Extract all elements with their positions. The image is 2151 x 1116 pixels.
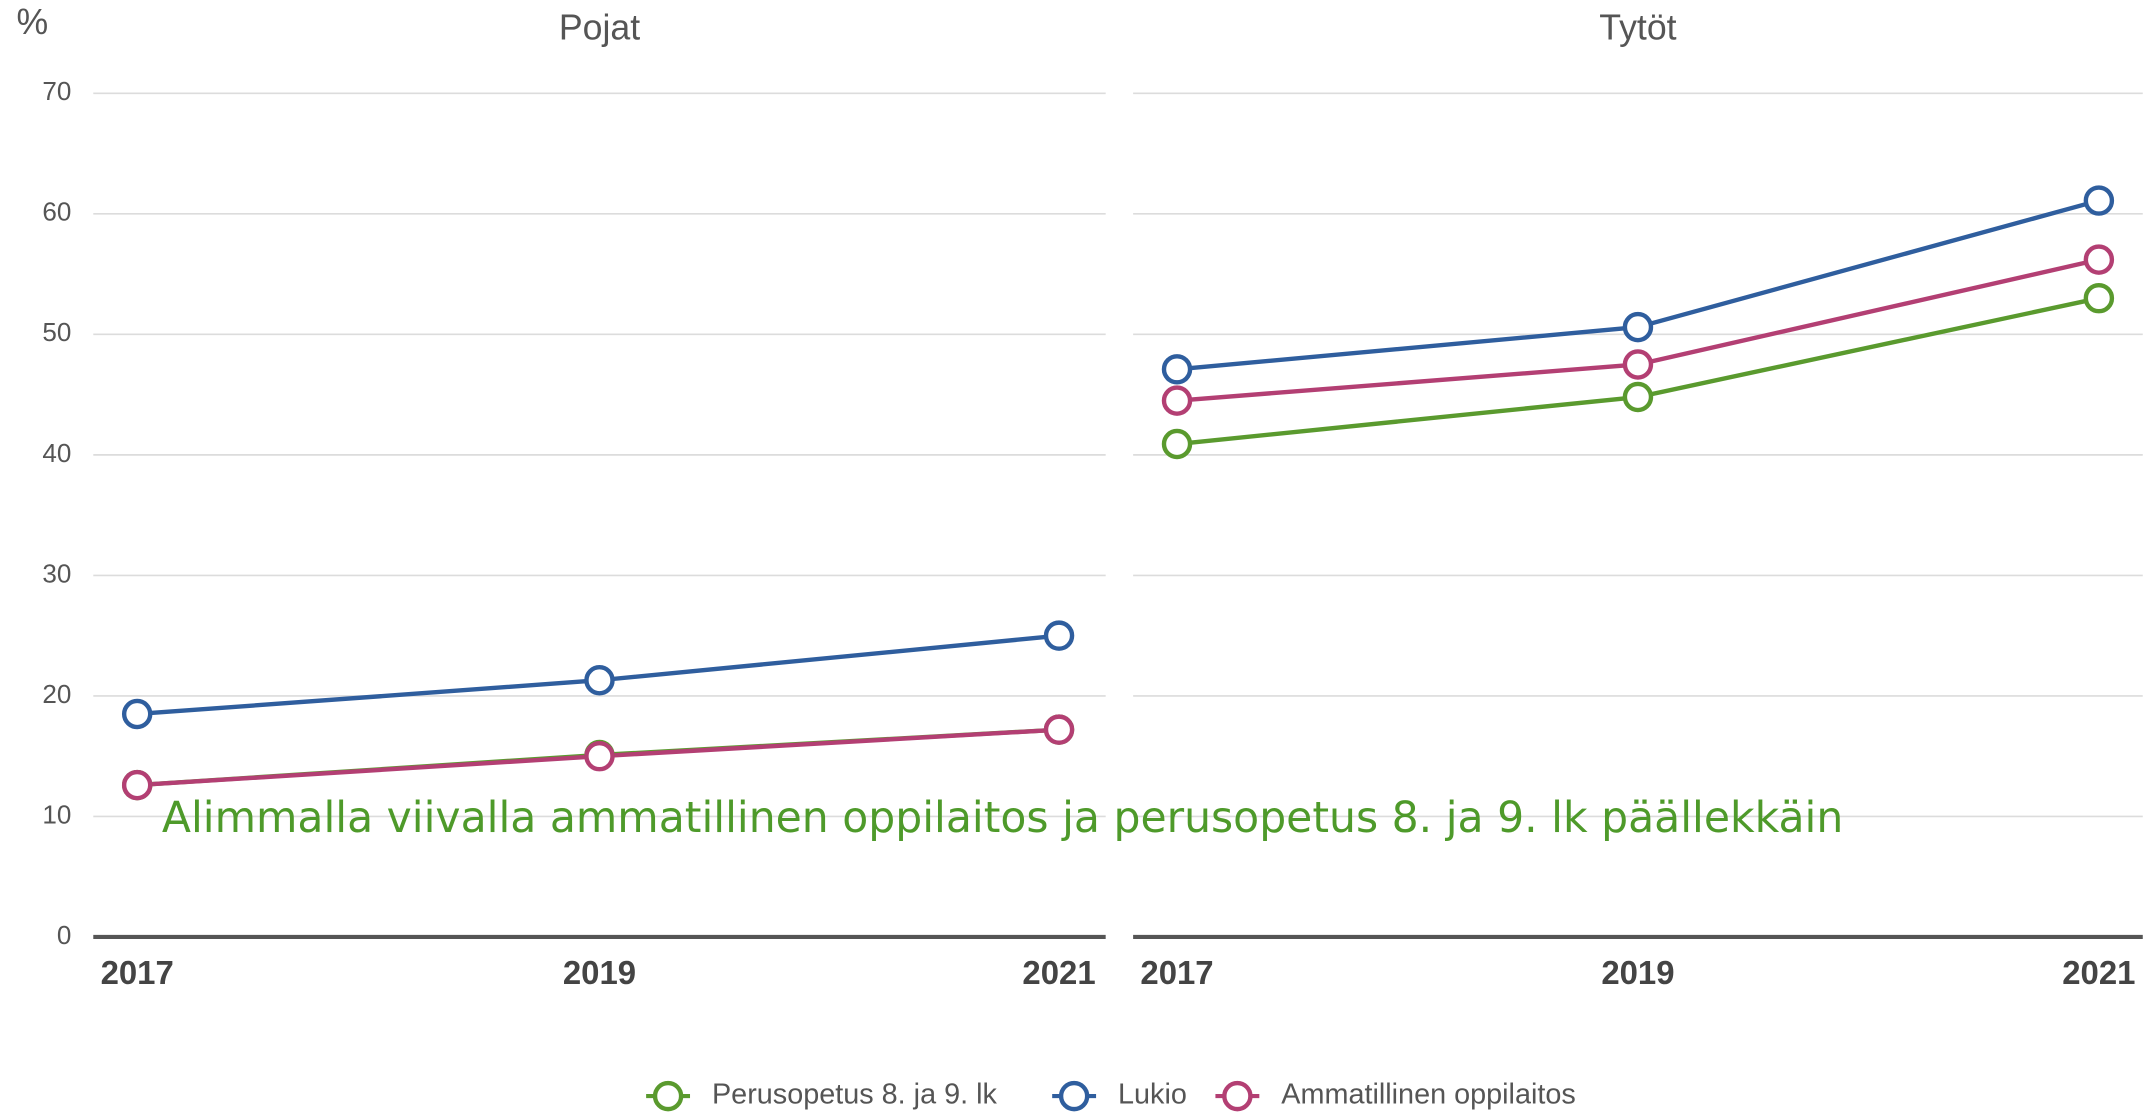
y-tick-label: 0 xyxy=(57,920,72,950)
series-line xyxy=(1176,198,2100,372)
legend-label: Lukio xyxy=(1118,1079,1187,1111)
x-tick-label: 2019 xyxy=(563,954,636,991)
point-marker xyxy=(2083,282,2115,314)
point-marker xyxy=(1622,311,1654,343)
legend-marker xyxy=(1058,1080,1090,1112)
point-marker xyxy=(2083,244,2115,275)
point-marker xyxy=(1622,381,1654,413)
x-tick-label: 2017 xyxy=(101,954,174,991)
annotation: Alimmalla viivalla ammatillinen oppilait… xyxy=(162,794,1843,843)
panel-title: Pojat xyxy=(559,8,640,48)
y-tick-label: 20 xyxy=(42,679,71,709)
point-marker xyxy=(1161,354,1193,385)
legend-marker xyxy=(1222,1080,1253,1112)
point-marker xyxy=(1622,349,1654,380)
x-tick-label: 2021 xyxy=(2062,954,2135,991)
point-marker xyxy=(1043,714,1075,745)
markers-layer xyxy=(121,185,2115,801)
legend-label: Ammatillinen oppilaitos xyxy=(1281,1079,1576,1111)
legend-marker xyxy=(652,1080,684,1112)
y-tick-label: 70 xyxy=(42,76,71,106)
point-marker xyxy=(584,665,615,696)
y-tick-label: 60 xyxy=(42,197,71,227)
y-tick-label: 50 xyxy=(42,317,71,347)
y-axis-label: % xyxy=(16,2,48,42)
point-marker xyxy=(121,769,153,801)
y-tick-label: 30 xyxy=(42,558,71,588)
lines-layer xyxy=(137,198,2100,788)
y-tick-label: 40 xyxy=(42,438,71,468)
y-tick-label: 10 xyxy=(42,799,71,829)
point-marker xyxy=(1043,620,1075,651)
x-tick-label: 2019 xyxy=(1601,954,1674,991)
legend-label: Perusopetus 8. ja 9. lk xyxy=(712,1079,998,1111)
point-marker xyxy=(121,698,153,730)
point-marker xyxy=(2083,185,2115,216)
x-tick-label: 2021 xyxy=(1022,954,1095,991)
x-tick-label: 2017 xyxy=(1140,954,1213,991)
point-marker xyxy=(584,740,615,772)
panel-title: Tytöt xyxy=(1599,8,1676,48)
point-marker xyxy=(1161,385,1193,416)
point-marker xyxy=(1161,428,1193,460)
